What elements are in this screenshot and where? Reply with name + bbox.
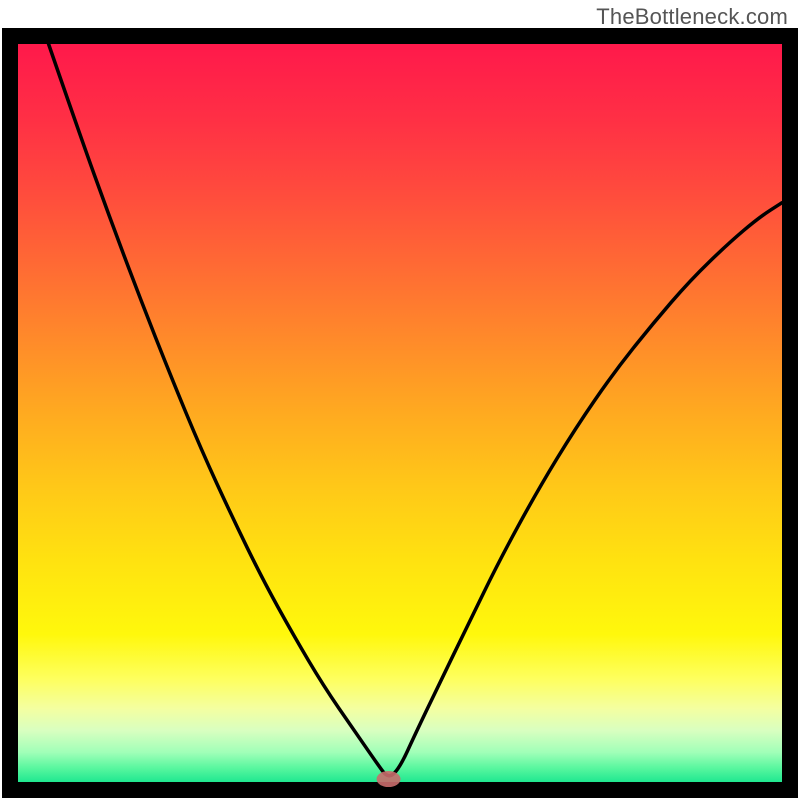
optimal-marker	[377, 771, 401, 787]
watermark-text: TheBottleneck.com	[596, 4, 788, 30]
chart-container: TheBottleneck.com	[0, 0, 800, 800]
bottleneck-chart	[0, 0, 800, 800]
